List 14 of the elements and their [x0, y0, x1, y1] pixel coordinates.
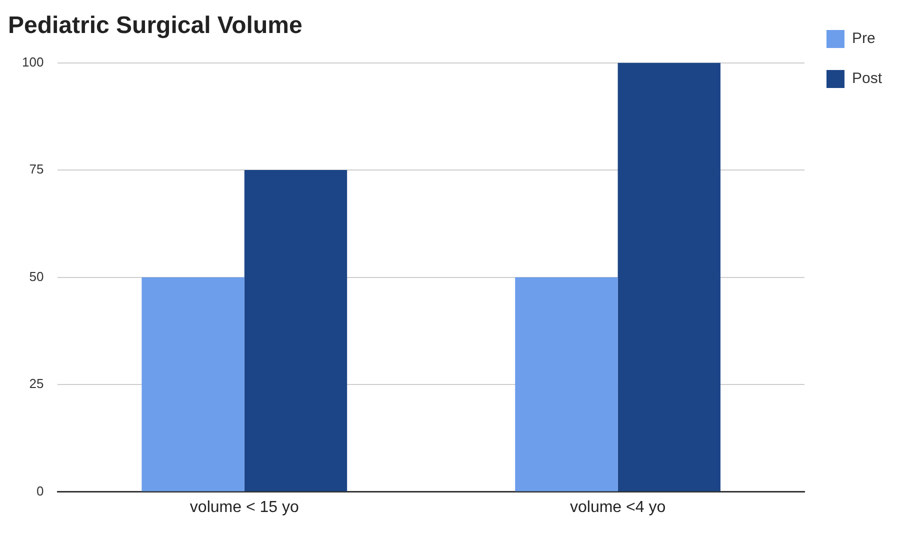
legend-label: Post — [852, 70, 883, 88]
legend-label: Pre — [852, 30, 876, 48]
y-tick-label: 75 — [29, 162, 44, 177]
x-tick-label: volume <4 yo — [570, 498, 666, 516]
bar — [142, 277, 244, 492]
bar — [515, 277, 618, 492]
chart-title: Pediatric Surgical Volume — [8, 12, 302, 40]
y-tick-label: 25 — [29, 376, 44, 392]
bar — [618, 62, 720, 492]
x-tick-label: volume < 15 yo — [190, 498, 299, 516]
y-tick-label: 100 — [22, 54, 44, 70]
y-tick-label: 50 — [29, 268, 44, 284]
bar — [244, 170, 348, 492]
y-tick-label: 0 — [36, 483, 44, 498]
